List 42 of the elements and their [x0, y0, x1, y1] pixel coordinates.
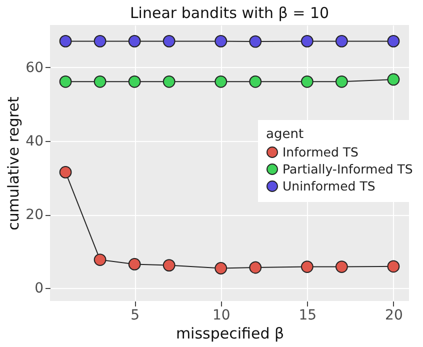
point	[335, 260, 348, 273]
legend-label: Partially-Informed TS	[282, 161, 413, 176]
point	[387, 73, 400, 86]
point	[214, 75, 228, 88]
point	[300, 35, 314, 48]
point	[249, 75, 262, 88]
legend-title: agent	[266, 127, 304, 142]
y-tick-label: 60	[26, 60, 44, 76]
point	[300, 260, 314, 273]
x-tick-label: 15	[298, 308, 317, 324]
y-tick-label: 0	[34, 280, 44, 297]
point	[387, 260, 400, 273]
point	[94, 254, 106, 266]
y-axis-title: cumulative regret	[4, 96, 23, 230]
point	[335, 75, 348, 88]
point	[162, 75, 176, 88]
x-tick-label: 5	[130, 308, 140, 324]
point	[387, 35, 400, 48]
point	[300, 75, 314, 88]
legend-label: Informed TS	[282, 144, 358, 160]
point	[162, 259, 176, 272]
point	[128, 35, 141, 48]
point	[249, 35, 262, 48]
x-tick-label: 20	[385, 308, 403, 324]
point	[94, 75, 106, 88]
point	[128, 75, 141, 88]
x-axis-title: misspecified β	[176, 324, 284, 342]
point	[214, 262, 228, 274]
y-tick-label: 20	[26, 207, 44, 224]
point	[335, 35, 348, 48]
point	[249, 261, 262, 274]
chart-title: Linear bandits with β = 10	[130, 4, 330, 22]
point	[59, 75, 72, 88]
point	[128, 258, 141, 270]
y-tick-label: 40	[26, 133, 44, 150]
legend-label: Uninformed TS	[282, 178, 376, 194]
point	[59, 166, 72, 178]
point	[94, 35, 106, 48]
point	[162, 35, 176, 48]
point	[59, 35, 72, 48]
point	[214, 35, 228, 48]
x-tick-label: 10	[212, 308, 230, 324]
